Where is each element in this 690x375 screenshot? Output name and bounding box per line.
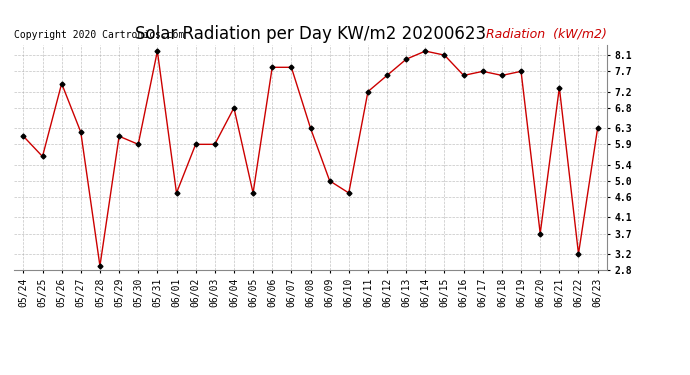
Text: Copyright 2020 Cartronics.com: Copyright 2020 Cartronics.com <box>14 30 184 40</box>
Text: Radiation  (kW/m2): Radiation (kW/m2) <box>486 27 607 40</box>
Title: Solar Radiation per Day KW/m2 20200623: Solar Radiation per Day KW/m2 20200623 <box>135 26 486 44</box>
